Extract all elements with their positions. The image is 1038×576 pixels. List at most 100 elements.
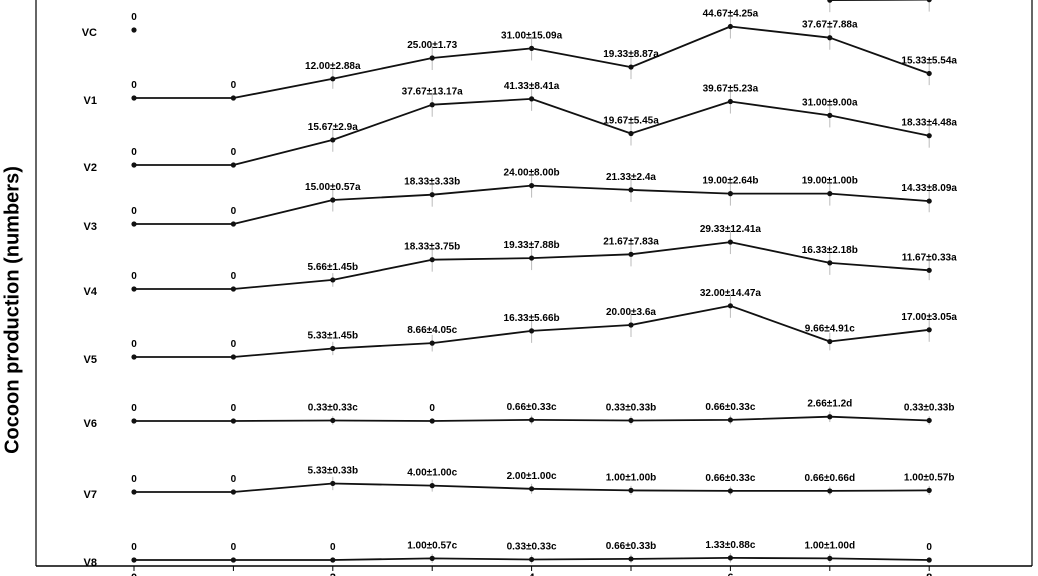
data-label: 0 (231, 271, 237, 282)
data-point (628, 556, 634, 562)
data-point (529, 556, 535, 563)
data-label: 0 (131, 271, 137, 282)
data-label: 18.33±3.75b (404, 242, 460, 253)
data-point (330, 417, 336, 424)
data-point (230, 221, 236, 227)
data-label: 8.66±4.05c (407, 325, 457, 336)
data-point (827, 338, 833, 345)
data-point (230, 418, 236, 424)
data-point (827, 488, 833, 494)
data-label: 0.33±0.33c (507, 541, 557, 552)
data-point (827, 260, 833, 266)
data-label: 0 (429, 403, 435, 414)
data-label: 15.33±5.54a (901, 55, 957, 66)
x-tick-label: 2 (330, 572, 336, 576)
data-label: 19.33±8.87a (603, 49, 659, 60)
data-label: 1.00±1.00b (606, 472, 657, 483)
data-label: 2.00±1.00c (507, 471, 557, 482)
series-name-label: V4 (84, 286, 98, 298)
data-label: 19.00±2.64b (702, 176, 758, 187)
data-point (131, 95, 137, 101)
data-point (429, 483, 435, 489)
data-label: 0.66±0.66d (805, 473, 856, 484)
data-point (827, 35, 833, 41)
series-name-label: V5 (84, 354, 97, 366)
x-tick-label: 8 (926, 572, 932, 576)
data-point (727, 23, 734, 30)
data-point (230, 489, 236, 495)
data-label: 12.00±2.88a (305, 61, 361, 72)
data-point (529, 183, 535, 189)
data-label: 0.33±0.33c (308, 402, 358, 413)
data-point (131, 221, 137, 227)
data-label: 31.00±15.09a (501, 30, 563, 41)
data-point (628, 64, 634, 70)
data-label: 5.66±1.45b (308, 262, 359, 273)
data-label: 24.00±8.00b (504, 168, 560, 179)
data-label: 44.67±4.25a (703, 9, 759, 20)
series-name-label: V2 (84, 162, 97, 174)
data-point (429, 192, 435, 198)
data-point (429, 418, 435, 424)
data-label: 0 (131, 474, 137, 485)
data-label: 0 (231, 339, 237, 350)
data-point (330, 480, 336, 487)
data-point (330, 345, 336, 352)
data-point (628, 130, 634, 137)
data-label: 39.67±5.23a (703, 84, 759, 95)
data-label: 0.33±0.33b (904, 402, 955, 413)
data-point (529, 255, 535, 261)
data-point (230, 162, 236, 168)
data-point (529, 417, 535, 423)
data-label: 16.33±2.18b (802, 245, 858, 256)
data-point (926, 487, 932, 493)
series-name-label: V1 (84, 95, 97, 107)
data-point (926, 133, 932, 139)
data-label: 0 (131, 206, 137, 217)
data-label: 20.00±3.6a (606, 307, 656, 318)
data-point (727, 303, 734, 309)
data-point (529, 96, 535, 102)
data-label: 0 (231, 147, 237, 158)
data-point (429, 55, 435, 61)
data-point (131, 418, 137, 424)
data-point (827, 191, 833, 197)
data-label: 0.66±0.33c (507, 402, 557, 413)
data-point (330, 557, 336, 563)
data-label: 0 (131, 80, 137, 91)
data-point (926, 70, 932, 77)
data-label: 0.66±0.33b (606, 541, 657, 552)
x-tick-label: 0 (131, 572, 137, 576)
data-point (727, 98, 734, 105)
series-name-label: V3 (84, 221, 97, 233)
data-label: 2.66±1.2d (807, 399, 852, 410)
data-point (131, 27, 137, 33)
series-name-label: VC (82, 27, 97, 39)
data-label: 21.33±2.4a (606, 172, 656, 183)
data-point (926, 267, 932, 273)
data-label: 16.33±5.66b (504, 313, 560, 324)
data-point (827, 414, 833, 420)
data-label: 0 (231, 403, 237, 414)
data-point (131, 162, 137, 168)
data-label: 1.00±0.57c (407, 540, 457, 551)
data-label: 41.33±8.41a (504, 81, 560, 92)
data-point (827, 555, 833, 562)
data-label: 18.33±3.33b (404, 177, 460, 188)
data-label: 0 (131, 12, 137, 23)
data-label: 0 (231, 206, 237, 217)
data-point (727, 417, 734, 423)
data-point (429, 257, 435, 263)
data-label: 19.33±7.88b (504, 240, 560, 251)
data-label: 4.00±1.00c (407, 468, 457, 479)
data-label: 1.00±0.57b (904, 472, 955, 483)
data-point (628, 322, 634, 328)
data-point (529, 486, 535, 492)
data-point (131, 354, 137, 360)
data-point (529, 45, 535, 52)
data-point (429, 555, 435, 562)
data-label: 0.33±0.33b (606, 402, 657, 413)
data-point (529, 328, 535, 334)
series-name-label: V7 (84, 489, 97, 501)
